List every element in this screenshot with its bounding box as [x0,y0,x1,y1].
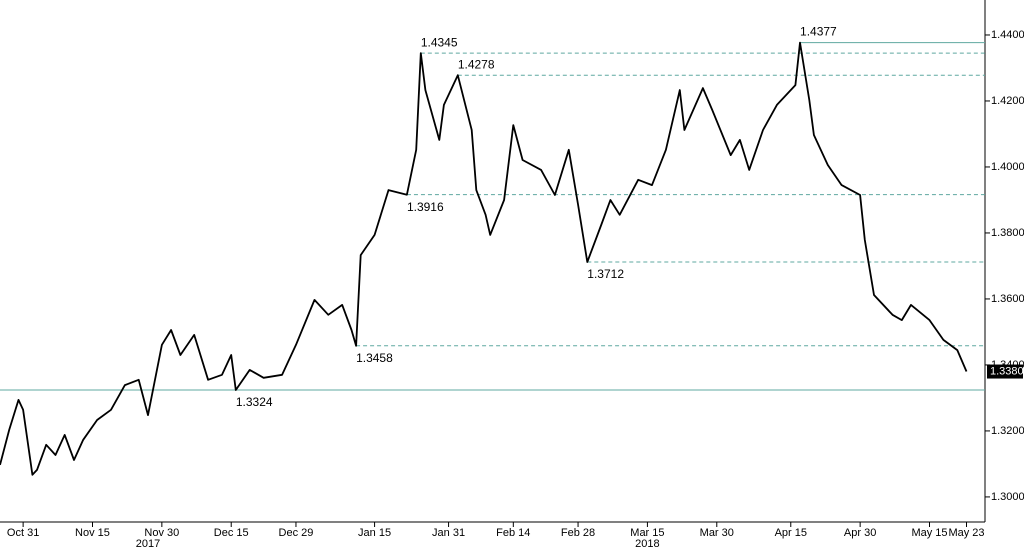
y-tick-label: 1.3800 [991,227,1024,239]
y-tick-label: 1.3000 [991,491,1024,503]
annotation-label: 1.4377 [800,25,837,39]
x-tick-label: Nov 30 [144,527,179,539]
y-tick-label: 1.3200 [991,425,1024,437]
x-tick-label: Nov 15 [75,527,110,539]
y-tick-label: 1.4200 [991,95,1024,107]
x-tick-label: Dec 29 [279,527,314,539]
annotation-label: 1.4278 [458,57,495,71]
annotation-label: 1.4345 [421,35,458,49]
annotation-label: 1.3712 [587,267,624,281]
x-tick-label: Oct 31 [7,527,39,539]
price-line [0,41,968,476]
x-tick-label: Dec 15 [214,527,249,539]
annotation-label: 1.3916 [407,200,444,214]
y-tick-label: 1.4000 [991,161,1024,173]
year-label: 2017 [136,538,160,549]
x-tick-label: Apr 15 [775,527,807,539]
last-value-label: 1.3380 [990,365,1024,377]
x-tick-label: Jan 15 [358,527,391,539]
x-tick-label: Feb 28 [561,527,595,539]
x-tick-label: Feb 14 [496,527,530,539]
x-tick-label: Apr 30 [844,527,876,539]
x-tick-label: May 15 [911,527,947,539]
annotation-label: 1.3458 [356,351,393,365]
x-tick-label: May 23 [948,527,984,539]
x-tick-label: Jan 31 [432,527,465,539]
annotation-label: 1.3324 [236,395,273,409]
y-tick-label: 1.4400 [991,29,1024,41]
last-value-box [987,364,1023,379]
year-label: 2018 [635,538,659,549]
x-tick-label: Mar 15 [630,527,664,539]
x-tick-label: Mar 30 [700,527,734,539]
y-tick-label: 1.3600 [991,293,1024,305]
